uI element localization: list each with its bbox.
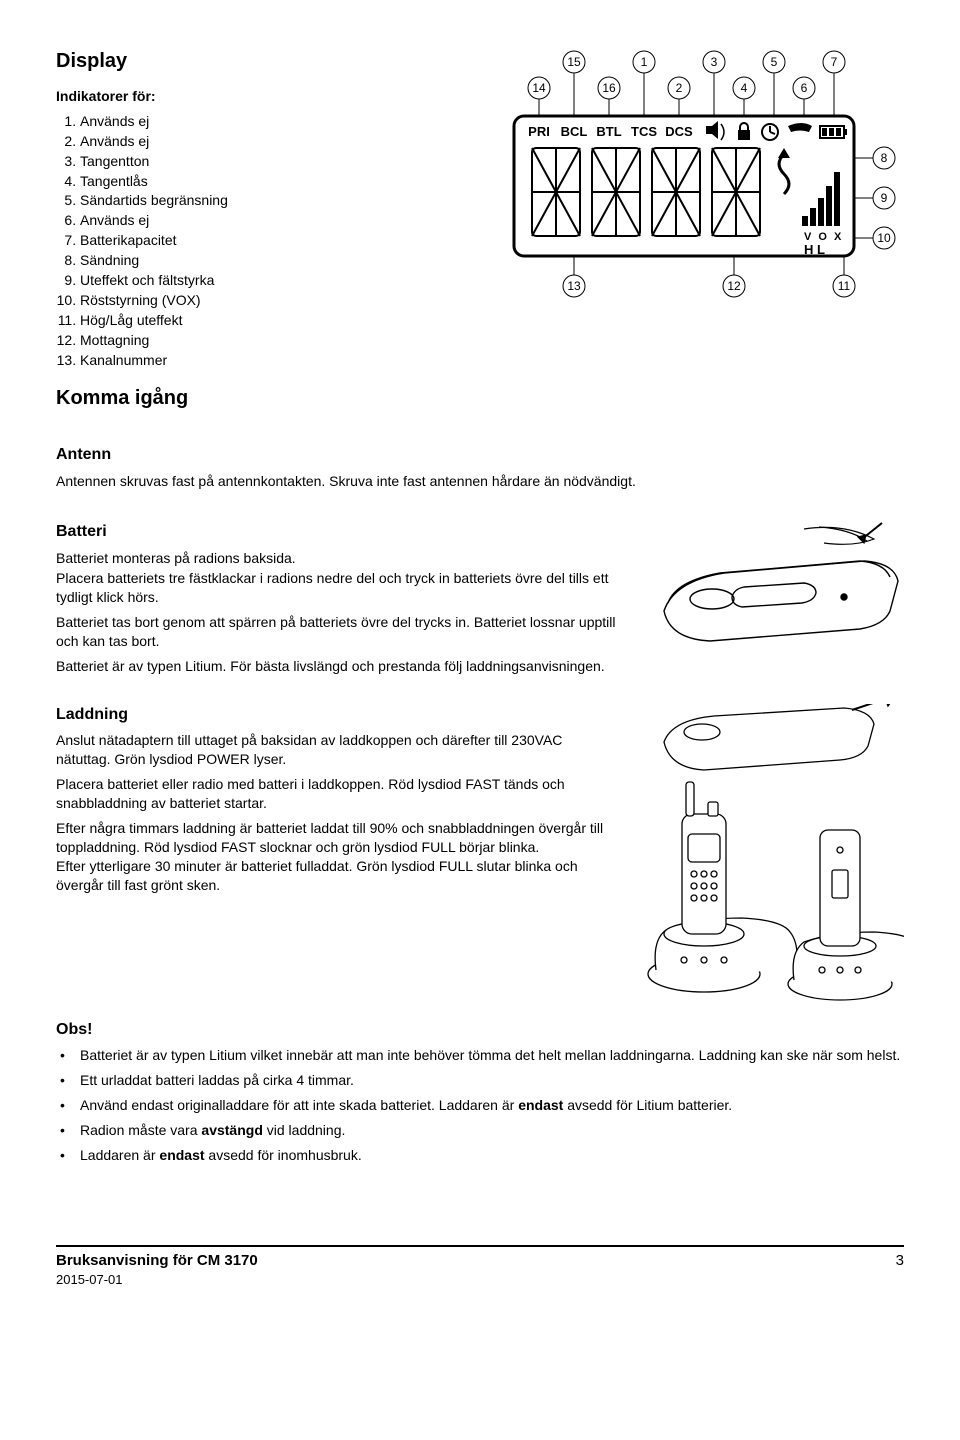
svg-text:5: 5 [771, 55, 778, 69]
svg-text:13: 13 [567, 279, 581, 293]
list-item: Radion måste vara avstängd vid laddning. [76, 1121, 904, 1140]
svg-text:9: 9 [881, 191, 888, 205]
svg-text:BTL: BTL [596, 124, 621, 139]
list-item: Ett urladdat batteri laddas på cirka 4 t… [76, 1071, 904, 1090]
page-footer: Bruksanvisning för CM 3170 2015-07-01 3 [56, 1245, 904, 1289]
list-item: Mottagning [80, 331, 460, 350]
antenn-text: Antennen skruvas fast på antennkontakten… [56, 472, 904, 491]
svg-text:10: 10 [877, 231, 891, 245]
batteri-p1: Batteriet monteras på radions baksida. [56, 549, 620, 568]
list-item: Batterikapacitet [80, 231, 460, 250]
svg-text:11: 11 [838, 279, 851, 293]
list-item: Uteffekt och fältstyrka [80, 271, 460, 290]
batteri-heading: Batteri [56, 521, 620, 543]
svg-text:7: 7 [831, 55, 838, 69]
obs-heading: Obs! [56, 1019, 904, 1041]
list-item: Används ej [80, 112, 460, 131]
list-item: Tangentton [80, 152, 460, 171]
list-item: Laddaren är endast avsedd för inomhusbru… [76, 1146, 904, 1165]
svg-text:BCL: BCL [561, 124, 588, 139]
list-item: Sändning [80, 251, 460, 270]
svg-text:4: 4 [741, 81, 748, 95]
svg-text:15: 15 [567, 55, 581, 69]
obs-list: Batteriet är av typen Litium vilket inne… [56, 1046, 904, 1164]
svg-text:12: 12 [727, 279, 741, 293]
batteri-p2: Placera batteriets tre fästklackar i rad… [56, 569, 620, 607]
batteri-p4: Batteriet är av typen Litium. För bästa … [56, 657, 620, 676]
antenn-heading: Antenn [56, 444, 904, 466]
svg-text:DCS: DCS [665, 124, 693, 139]
svg-text:16: 16 [602, 81, 616, 95]
laddning-heading: Laddning [56, 704, 620, 726]
page-number: 3 [896, 1251, 904, 1289]
list-item: Används ej [80, 132, 460, 151]
svg-text:3: 3 [711, 55, 718, 69]
svg-text:TCS: TCS [631, 124, 657, 139]
svg-text:14: 14 [532, 81, 546, 95]
indicators-for: Indikatorer för: [56, 87, 460, 106]
list-item: Används ej [80, 211, 460, 230]
list-item: Kanalnummer [80, 351, 460, 370]
footer-date: 2015-07-01 [56, 1271, 258, 1289]
batteri-p3: Batteriet tas bort genom att spärren på … [56, 613, 620, 651]
list-item: Hög/Låg uteffekt [80, 311, 460, 330]
laddning-p1: Anslut nätadaptern till uttaget på baksi… [56, 731, 620, 769]
list-item: Sändartids begränsning [80, 191, 460, 210]
display-heading: Display [56, 48, 460, 75]
list-item: Batteriet är av typen Litium vilket inne… [76, 1046, 904, 1065]
charger-figure [644, 684, 904, 1009]
laddning-p2: Placera batteriet eller radio med batter… [56, 775, 620, 813]
battery-insert-figure [644, 501, 904, 666]
svg-text:2: 2 [676, 81, 683, 95]
list-item: Tangentlås [80, 172, 460, 191]
laddning-p3a: Efter några timmars laddning är batterie… [56, 819, 620, 857]
svg-text:6: 6 [801, 81, 808, 95]
list-item: Röststyrning (VOX) [80, 291, 460, 310]
komma-igang-heading: Komma igång [56, 385, 460, 412]
lcd-diagram: 15 1 3 5 7 14 16 2 4 6 [484, 48, 904, 313]
svg-text:H L: H L [804, 242, 825, 257]
footer-title: Bruksanvisning för CM 3170 [56, 1251, 258, 1271]
svg-text:1: 1 [641, 55, 648, 69]
svg-text:PRI: PRI [528, 124, 550, 139]
list-item: Använd endast originalladdare för att in… [76, 1096, 904, 1115]
laddning-p3b: Efter ytterligare 30 minuter är batterie… [56, 857, 620, 895]
indicator-list: Används ej Används ej Tangentton Tangent… [56, 112, 460, 370]
svg-text:8: 8 [881, 151, 888, 165]
